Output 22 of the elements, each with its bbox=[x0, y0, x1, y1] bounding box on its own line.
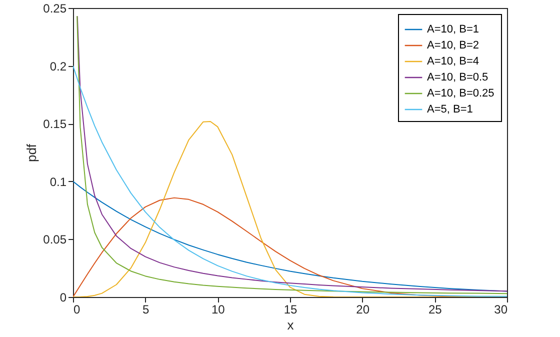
legend-label: A=10, B=0.25 bbox=[427, 88, 494, 100]
x-axis-title: x bbox=[287, 318, 294, 332]
y-tick-label: 0.05 bbox=[43, 232, 67, 247]
x-tick-label: 30 bbox=[494, 302, 508, 316]
legend-label: A=10, B=0.5 bbox=[427, 72, 488, 84]
y-tick-label: 0.15 bbox=[43, 117, 67, 132]
y-tick-label: 0.1 bbox=[50, 174, 67, 189]
x-tick-label: 25 bbox=[428, 302, 442, 316]
x-tick-label: 0 bbox=[74, 302, 80, 316]
legend-label: A=10, B=4 bbox=[427, 56, 479, 68]
x-tick-label: 20 bbox=[356, 302, 370, 316]
x-tick-label: 5 bbox=[142, 302, 150, 316]
y-tick-label: 0 bbox=[60, 290, 67, 304]
x-tick-label: 15 bbox=[284, 302, 298, 316]
y-tick-label: 0.25 bbox=[43, 2, 67, 16]
y-tick-label: 0.2 bbox=[50, 59, 67, 74]
legend-label: A=10, B=2 bbox=[427, 40, 479, 52]
legend-label: A=10, B=1 bbox=[427, 24, 479, 36]
y-axis-title: pdf bbox=[24, 144, 40, 162]
x-tick-label: 10 bbox=[211, 302, 226, 316]
legend-label: A=5, B=1 bbox=[427, 104, 473, 116]
line-series bbox=[73, 65, 507, 297]
